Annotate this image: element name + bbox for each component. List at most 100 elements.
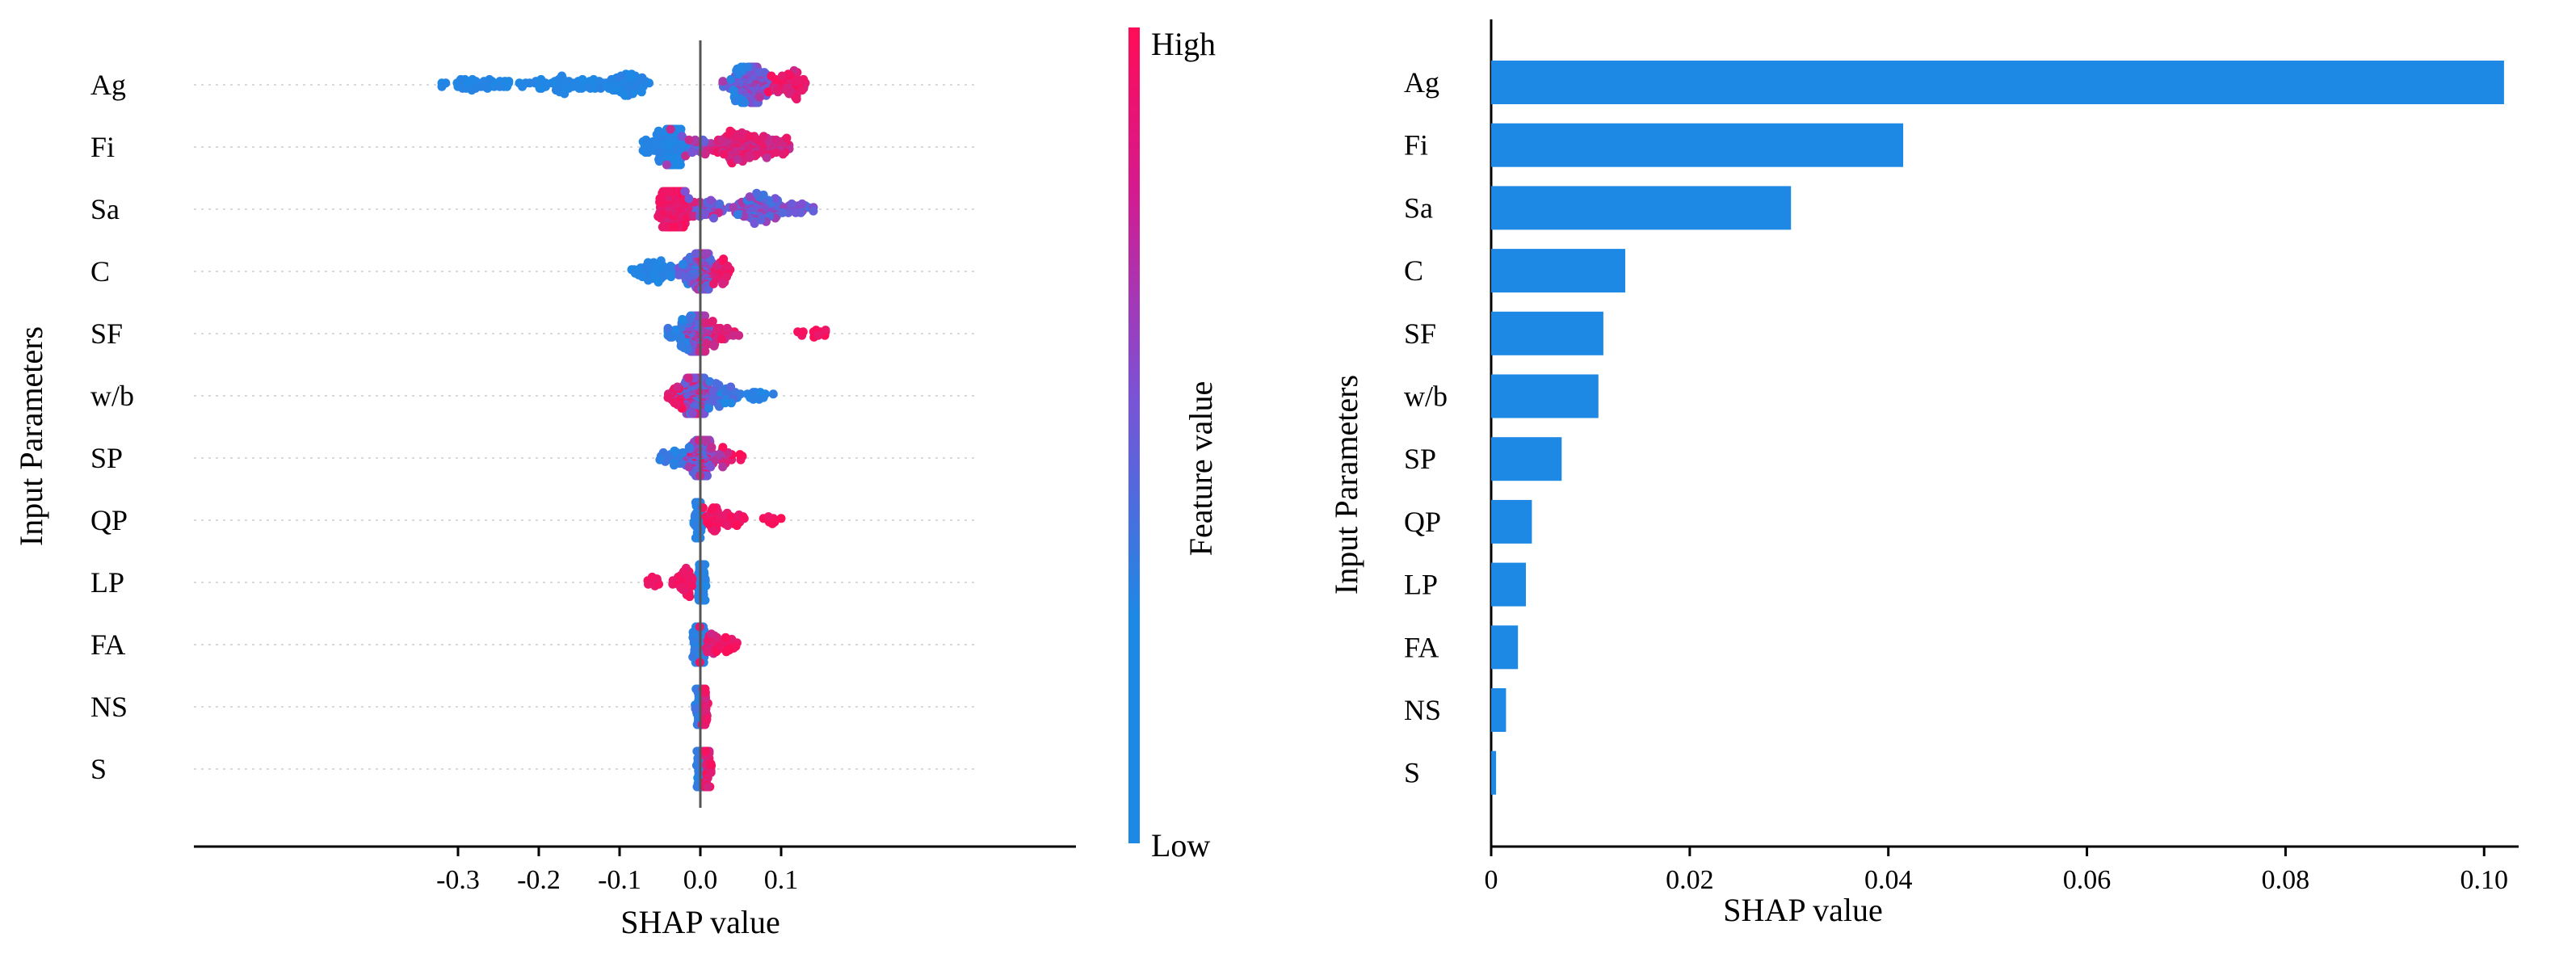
shap-dot-Fi [778, 149, 788, 159]
shap-dot-SP [701, 435, 711, 445]
shap-dot-w/b [708, 397, 717, 406]
shap-dot-Ag [456, 74, 465, 84]
importance-bar-C [1491, 249, 1625, 293]
shap-dot-w/b [673, 382, 683, 392]
shap-dot-Sa [700, 210, 709, 220]
bar-feature-label-S: S [1404, 757, 1420, 789]
shap-dot-Sa [655, 194, 665, 204]
shap-dot-w/b [736, 389, 746, 399]
shap-dot-Ag [578, 74, 587, 84]
shap-dot-Ag [777, 71, 787, 81]
shap-dot-Sa [715, 199, 725, 208]
shap-dot-Sa [745, 192, 754, 202]
shap-dot-w/b [673, 400, 683, 410]
shap-dot-FA [731, 641, 741, 651]
shap-dot-Ag [616, 71, 626, 81]
shap-dot-Ag [564, 77, 574, 86]
shap-dot-QP [738, 512, 748, 522]
shap-dot-Fi [716, 135, 726, 145]
shap-dot-C [666, 272, 676, 282]
bar-x-tick-label: 0.04 [1864, 865, 1913, 895]
shap-dot-Sa [680, 187, 690, 196]
shap-dot-LP [679, 567, 688, 577]
shap-dot-SP [718, 443, 728, 452]
shap-dot-w/b [721, 398, 730, 408]
shap-dot-SF [712, 323, 722, 333]
shap-dot-Sa [661, 222, 670, 232]
shap-dot-C [691, 249, 700, 258]
shap-dot-Sa [684, 194, 694, 204]
shap-dot-Ag [743, 62, 753, 72]
shap-dot-Fi [691, 135, 700, 145]
shap-dot-SP [715, 450, 725, 460]
beeswarm-x-axis-title: SHAP value [620, 904, 780, 940]
importance-bar-S [1491, 750, 1497, 795]
shap-dot-Fi [666, 124, 675, 134]
shap-dot-Fi [681, 151, 691, 161]
shap-dot-w/b [749, 388, 758, 397]
shap-dot-Sa [656, 213, 666, 223]
shap-dot-Ag [740, 98, 750, 107]
shap-dot-LP [644, 579, 653, 589]
shap-dot-Ag [603, 82, 612, 91]
shap-dot-Sa [778, 208, 788, 217]
shap-dot-FA [721, 632, 730, 642]
shap-dot-Ag [564, 83, 574, 93]
bar-feature-labels: Ag Fi Sa C SF w/b SP QP LP FA NS S [1404, 66, 1448, 789]
shap-dot-Fi [782, 133, 792, 143]
shap-dot-S [706, 767, 716, 777]
shap-dot-C [653, 277, 663, 287]
shap-dot-Sa [689, 212, 698, 221]
shap-dot-C [666, 261, 675, 271]
shap-dot-Ag [718, 77, 728, 86]
shap-dot-QP [691, 510, 700, 519]
beeswarm-grid-lines [194, 84, 977, 770]
shap-dot-Sa [771, 194, 780, 204]
shap-dot-Fi [771, 148, 781, 158]
bar-feature-label-SP: SP [1404, 443, 1436, 475]
bar-feature-label-FA: FA [1404, 631, 1439, 663]
shap-dot-Fi [745, 153, 754, 162]
feature-label-C: C [90, 255, 110, 288]
colorbar-low-label: Low [1151, 827, 1210, 864]
shap-dot-Ag [797, 86, 807, 95]
shap-dot-w/b [726, 398, 736, 408]
shap-dot-SF [709, 341, 719, 351]
importance-bar-Sa [1491, 186, 1792, 230]
shap-dot-QP [704, 519, 713, 528]
feature-value-colorbar: High Low Feature value [1128, 26, 1219, 864]
shap-dot-Ag [726, 74, 736, 84]
bar-x-tick-label: 0.02 [1666, 865, 1714, 895]
bar-x-tick-label: 0.10 [2460, 865, 2509, 895]
shap-dot-Ag [737, 62, 746, 72]
bar-x-axis-title: SHAP value [1723, 892, 1882, 928]
shap-dot-Ag [554, 74, 564, 84]
shap-dot-C [644, 275, 653, 285]
shap-dot-FA [707, 629, 716, 639]
shap-dot-Sa [809, 206, 818, 216]
shap-dot-w/b [712, 379, 721, 389]
shap-dot-C [722, 272, 732, 282]
shap-dot-SF [722, 323, 732, 333]
shap-dot-S [706, 759, 716, 768]
shap-dot-C [641, 261, 651, 271]
shap-dot-Sa [664, 187, 674, 196]
shap-dot-SF [703, 339, 712, 349]
importance-bar-QP [1491, 499, 1532, 544]
shap-dot-w/b [663, 393, 673, 402]
bar-x-tick-label: 0 [1485, 865, 1498, 895]
shap-dot-SF [734, 330, 744, 340]
shap-dot-SF [700, 347, 710, 356]
shap-dot-SF [708, 317, 717, 326]
shap-dot-LP [652, 574, 662, 584]
shap-dot-QP [726, 512, 736, 522]
shap-dot-LP [687, 581, 696, 590]
shap-dot-S [701, 746, 711, 756]
shap-dot-Fi [706, 139, 716, 149]
shap-dot-SP [707, 443, 716, 452]
shap-dot-Sa [756, 215, 766, 225]
shap-dot-Fi [733, 130, 742, 140]
shap-dot-Ag [468, 74, 477, 84]
shap-dot-SP [718, 462, 728, 472]
